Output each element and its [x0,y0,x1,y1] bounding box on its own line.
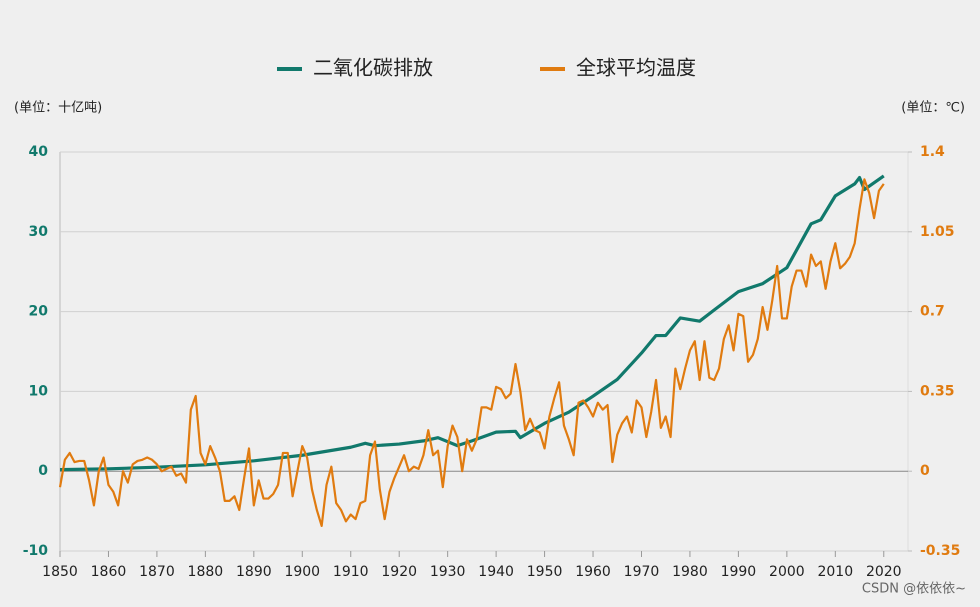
y-axis-label: (单位：十亿吨) [14,101,102,116]
y2-tick-label: -0.35 [920,543,960,559]
x-tick-label: 1980 [672,564,708,580]
y2-tick-label: 1.4 [920,144,945,160]
x-tick-label: 1850 [42,564,78,580]
x-tick-label: 1910 [333,564,369,580]
watermark: CSDN @依依依~ [862,582,966,597]
y2-tick-label: 0 [920,463,930,479]
x-tick-label: 1900 [284,564,320,580]
x-tick-label: 1880 [188,564,224,580]
y2-tick-label: 0.7 [920,304,945,320]
y2-axis-label: (单位：℃) [901,101,965,116]
legend-label: 全球平均温度 [576,56,696,80]
x-tick-label: 1960 [575,564,611,580]
y-tick-label: -10 [23,543,49,559]
y-tick-label: 20 [29,304,49,320]
x-tick-label: 1890 [236,564,272,580]
y2-tick-label: 1.05 [920,224,955,240]
y-tick-label: 10 [29,383,49,399]
x-tick-label: 1860 [91,564,127,580]
x-tick-label: 1990 [721,564,757,580]
x-tick-label: 1870 [139,564,175,580]
y-tick-label: 30 [29,224,49,240]
x-tick-label: 2010 [817,564,853,580]
x-tick-label: 2000 [769,564,805,580]
x-tick-label: 1930 [430,564,466,580]
legend-label: 二氧化碳排放 [313,56,433,80]
data-line [59,174,885,472]
x-tick-label: 1950 [527,564,563,580]
data-line [58,178,885,528]
x-tick-label: 2020 [866,564,902,580]
y-tick-label: 40 [29,144,49,160]
y-tick-label: 0 [38,463,48,479]
x-tick-label: 1920 [381,564,417,580]
x-tick-label: 1970 [624,564,660,580]
y2-tick-label: 0.35 [920,383,955,399]
x-tick-label: 1940 [478,564,514,580]
